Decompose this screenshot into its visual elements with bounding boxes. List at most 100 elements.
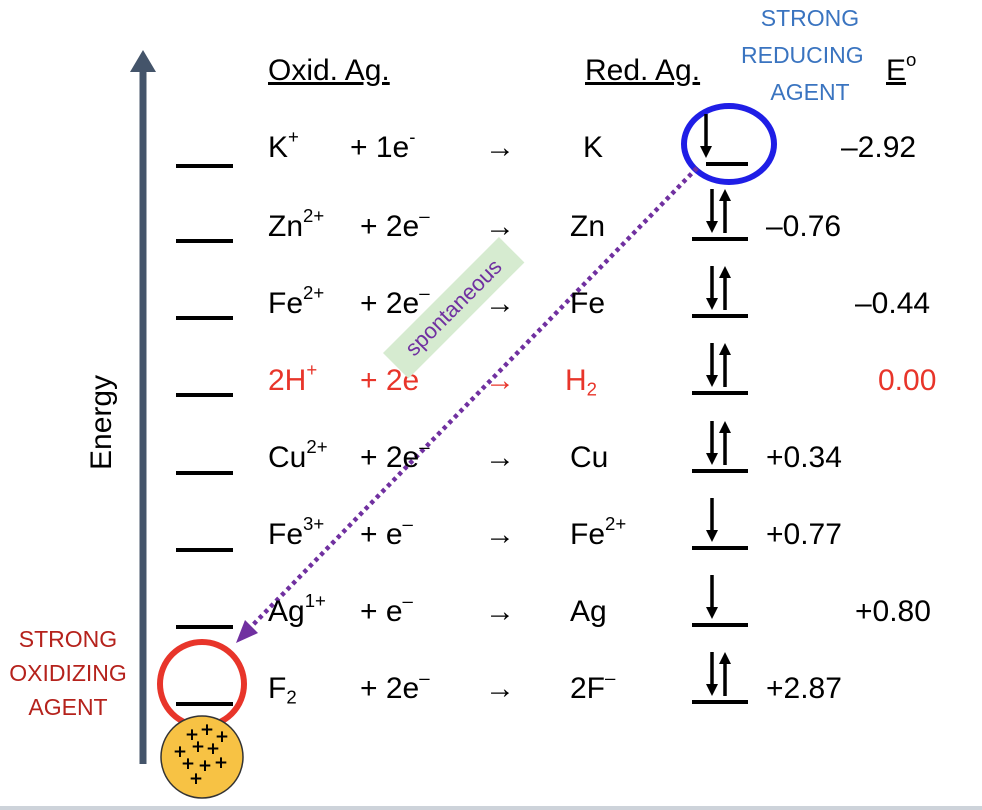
row-6-oxidant-superscript: 3+	[303, 513, 325, 535]
row-7-reductant-text: Ag	[570, 595, 607, 628]
row-4-reductant-text: H	[565, 364, 587, 397]
electron-config-1	[700, 114, 748, 166]
electron-config-6	[692, 498, 748, 550]
row-5-electrons: + 2e–	[360, 437, 430, 475]
energy-axis-arrowhead	[130, 50, 156, 72]
spin-down-arrow	[706, 684, 718, 696]
row-2-oxidant-superscript: 2+	[303, 205, 325, 227]
level-dash-1	[176, 164, 233, 168]
svg-text:+: +	[191, 737, 205, 757]
row-2-potential: –0.76	[766, 210, 842, 243]
row-1-oxidant-superscript: +	[288, 126, 299, 148]
spin-down-arrow	[706, 530, 718, 542]
svg-text:+: +	[198, 756, 212, 776]
row-6-reductant-text: Fe	[570, 518, 606, 551]
row-6-arrow: →	[485, 518, 515, 551]
strong-reducing-circle	[681, 103, 777, 185]
row-7-electrons: + e–	[360, 591, 413, 629]
row-4-potential: 0.00	[878, 364, 937, 397]
level-dash-5	[176, 471, 233, 475]
level-dash-8	[176, 702, 233, 706]
row-2-reductant-text: Zn	[570, 210, 606, 243]
row-1-reductant: K	[583, 131, 603, 165]
oxidizing-agent-header: Oxid. Ag.	[268, 54, 390, 87]
svg-text:+: +	[206, 739, 220, 759]
row-3-potential: –0.44	[855, 287, 931, 320]
row-2-oxidant: Zn2+	[268, 206, 324, 244]
strong-oxidizing-circle	[157, 639, 247, 729]
row-8-arrow: →	[485, 672, 515, 705]
row-8-oxidant-subscript: 2	[286, 686, 297, 708]
electron-config-5	[692, 421, 748, 473]
row-5-oxidant: Cu2+	[268, 437, 328, 475]
standard-potential-header: Eo	[886, 49, 917, 87]
row-3-oxidant: Fe2+	[268, 283, 324, 321]
row-3-oxidant-text: Fe	[268, 287, 304, 320]
row-1-oxidant: K+	[268, 127, 299, 165]
row-7-electrons-superscript: –	[402, 590, 413, 612]
row-3-oxidant-superscript: 2+	[303, 282, 325, 304]
row-4-oxidant-text: 2H	[268, 364, 307, 397]
row-3-reductant-text: Fe	[570, 287, 606, 320]
row-3-electrons-superscript: –	[419, 282, 430, 304]
electron-config-7	[692, 575, 748, 627]
row-8-oxidant: F2	[268, 672, 297, 706]
row-5-arrow: →	[485, 441, 515, 474]
row-5-electrons-superscript: –	[419, 436, 430, 458]
reducing-agent-header: Red. Ag.	[585, 54, 701, 87]
electron-config-2	[692, 189, 748, 241]
row-7-arrow: →	[485, 595, 515, 628]
row-3-electrons-text: + 2e	[360, 287, 420, 320]
row-6-oxidant: Fe3+	[268, 514, 324, 552]
row-8-electrons: + 2e–	[360, 668, 430, 706]
svg-text:+: +	[173, 742, 187, 762]
plus-signs: + + + + + + + + + +	[173, 720, 229, 789]
spin-up-arrow	[719, 266, 731, 278]
level-dash-3	[176, 316, 233, 320]
row-4-reductant-subscript: 2	[586, 378, 598, 400]
row-6-potential: +0.77	[766, 518, 842, 551]
row-2-electrons-text: + 2e	[360, 210, 420, 243]
row-8-reductant-text: 2F	[570, 672, 606, 705]
svg-text:+: +	[200, 720, 214, 740]
row-5-oxidant-superscript: 2+	[306, 436, 328, 458]
row-7-electrons-text: + e	[360, 595, 403, 628]
electron-config-4	[692, 343, 748, 395]
row-5-potential: +0.34	[766, 441, 842, 474]
row-6-oxidant-text: Fe	[268, 518, 304, 551]
row-6-electrons: + e–	[360, 514, 413, 552]
svg-text:+: +	[215, 727, 229, 747]
row-1-reductant-text: K	[583, 131, 604, 164]
spin-up-arrow	[719, 189, 731, 201]
strong-reducing-label: STRONG REDUCING AGENT	[741, 5, 864, 105]
row-1-oxidant-text: K	[268, 131, 289, 164]
row-2-electrons: + 2e–	[360, 206, 430, 244]
row-7-reductant: Ag	[570, 595, 607, 629]
row-6-reductant-superscript: 2+	[605, 513, 627, 535]
row-7-oxidant: Ag1+	[268, 591, 326, 629]
electron-configs	[692, 114, 748, 704]
svg-text:+: +	[189, 769, 203, 789]
row-2-oxidant-text: Zn	[268, 210, 304, 243]
row-7-potential: +0.80	[855, 595, 931, 628]
row-6-reductant: Fe2+	[570, 514, 626, 552]
row-8-electrons-superscript: –	[419, 667, 430, 689]
electron-config-8	[692, 652, 748, 704]
level-dash-4	[176, 393, 233, 397]
row-5-oxidant-text: Cu	[268, 441, 307, 474]
row-4-oxidant: 2H+	[268, 360, 317, 398]
row-6-electrons-text: + e	[360, 518, 403, 551]
row-5-reductant-text: Cu	[570, 441, 609, 474]
row-4-reductant: H2	[565, 364, 597, 398]
level-dash-2	[176, 239, 233, 243]
spin-down-arrow	[706, 221, 718, 233]
spin-down-arrow	[706, 298, 718, 310]
electron-config-3	[692, 266, 748, 318]
row-8-reductant: 2F–	[570, 668, 615, 706]
spin-down-arrow	[706, 375, 718, 387]
row-1-electrons-superscript: -	[409, 126, 416, 148]
row-5-reductant: Cu	[570, 441, 608, 475]
spin-up-arrow	[719, 652, 731, 664]
row-2-electrons-superscript: –	[419, 205, 430, 227]
row-1-arrow: →	[485, 131, 515, 164]
